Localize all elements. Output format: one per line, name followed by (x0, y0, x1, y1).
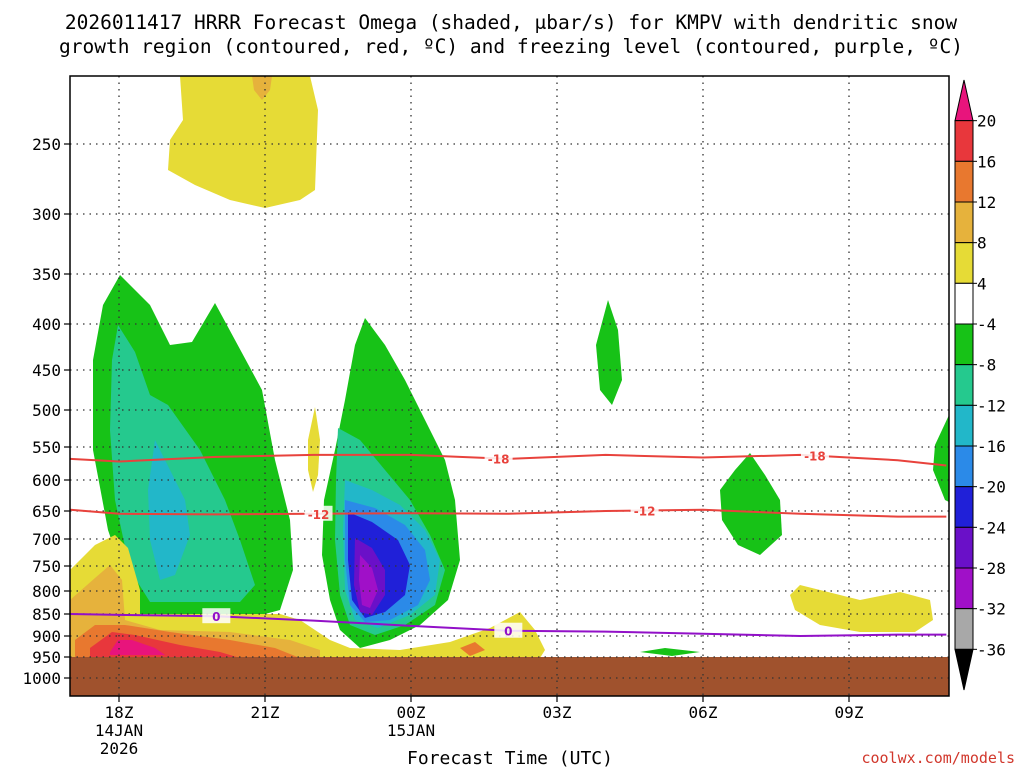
colorbar-swatch (954, 404, 974, 447)
colorbar-label: -20 (977, 478, 1006, 497)
dendritic-minus18-contour-label: -18 (488, 452, 510, 466)
y-tick-label: 300 (32, 205, 61, 224)
colorbar-bottom-arrow (954, 648, 974, 691)
colorbar-label: -12 (977, 396, 1006, 415)
omega-green-04z (596, 300, 622, 405)
y-tick-label: 700 (32, 530, 61, 549)
y-tick-label: 750 (32, 557, 61, 576)
colorbar-swatch (954, 445, 974, 488)
colorbar-swatch (954, 364, 974, 406)
colorbar-swatch (954, 567, 974, 610)
y-tick-label: 1000 (22, 669, 61, 688)
x-tick-label: 09Z (835, 703, 864, 722)
colorbar-swatch (954, 608, 974, 650)
colorbar-swatch (954, 242, 974, 284)
omega-cyan-west (148, 440, 190, 580)
freezing-level-contour-label: 0 (504, 625, 512, 639)
dendritic-minus12-contour-label-bg (304, 505, 333, 521)
dendritic-minus12-contour-label-bg (630, 502, 659, 518)
omega-green-small-ground (640, 648, 700, 656)
y-tick-label: 800 (32, 582, 61, 601)
y-axis-labels: 250 300 350 400 450 500 550 600 650 700 750 800 850 9… (22, 135, 61, 688)
colorbar-swatch (954, 120, 974, 162)
dendritic-minus12-contour-label: -12 (634, 505, 656, 519)
omega-green-07z (720, 453, 782, 555)
colorbar-label: -4 (977, 315, 996, 334)
freezing-level-contour-label: 0 (212, 610, 220, 624)
x-tick-label: 00Z (397, 703, 426, 722)
colorbar-swatch (954, 160, 974, 203)
freezing-level-contour-label-bg (202, 608, 231, 624)
x-tick-label: 18Z (105, 703, 134, 722)
colorbar-label: -8 (977, 356, 996, 375)
colorbar-label: 12 (977, 193, 996, 212)
colorbar-label: 16 (977, 152, 996, 171)
dendritic-minus12-contour-label: -12 (308, 508, 330, 522)
y-tick-label: 950 (32, 648, 61, 667)
colorbar-label: 4 (977, 274, 987, 293)
colorbar-label: -36 (977, 640, 1006, 659)
omega-yellow-east (790, 585, 933, 632)
x-tick-date: 15JAN (387, 721, 435, 740)
omega-magenta-low (110, 640, 165, 655)
plot-border (69, 75, 950, 697)
colorbar-swatch (954, 526, 974, 569)
y-tick-label: 850 (32, 605, 61, 624)
colorbar-label: -32 (977, 600, 1006, 619)
omega-orange-upper (252, 76, 272, 100)
omega-yellow-upper (168, 76, 318, 208)
y-tick-label: 450 (32, 361, 61, 380)
chart-title-line-2: growth region (contoured, red, ºC) and f… (59, 35, 963, 58)
x-tick-label: 06Z (689, 703, 718, 722)
y-tick-label: 400 (32, 315, 61, 334)
omega-yellow-low (70, 535, 545, 658)
colorbar-swatch (954, 201, 974, 244)
omega-teal-west (110, 325, 255, 602)
colorbar-label: 8 (977, 234, 987, 253)
x-axis-title: Forecast Time (UTC) (407, 748, 613, 768)
dendritic-minus18-contour-label-bg (484, 450, 513, 466)
omega-orange-small (460, 642, 485, 656)
colorbar-label: -24 (977, 518, 1006, 537)
x-gridlines (118, 76, 850, 702)
credit-text: coolwx.com/models (861, 749, 1015, 767)
x-tick-label: 03Z (543, 703, 572, 722)
omega-yellow-thin (308, 407, 320, 492)
colorbar-swatch (954, 282, 974, 325)
chart-title-line-1: 2026011417 HRRR Forecast Omega (shaded, … (65, 11, 957, 34)
x-tick-year: 2026 (100, 739, 139, 758)
y-tick-label: 500 (32, 401, 61, 420)
omega-green-east (933, 415, 949, 502)
y-tick-label: 350 (32, 265, 61, 284)
dendritic-minus18-contour-label-bg (800, 447, 829, 463)
y-tick-label: 650 (32, 502, 61, 521)
colorbar-top-arrow (954, 79, 974, 122)
colorbar-swatch (954, 323, 974, 366)
freezing-level-contour-label-bg (494, 622, 523, 638)
dendritic-minus12-contour-line (70, 508, 947, 518)
y-tick-label: 600 (32, 471, 61, 490)
y-tick-label: 900 (32, 627, 61, 646)
ground-surface (70, 657, 949, 696)
colorbar: 20 16 12 8 4 -4 -8 -12 -16 -20 -24 -28 -32 -36 (954, 79, 1006, 691)
temperature-contours: -18 -18 -12 -12 0 0 (70, 447, 947, 639)
colorbar-swatch (954, 486, 974, 528)
colorbar-label: 20 (977, 112, 996, 131)
x-tick-date: 14JAN (95, 721, 143, 740)
x-tick-label: 21Z (251, 703, 280, 722)
y-tick-label: 550 (32, 438, 61, 457)
colorbar-label: -28 (977, 559, 1006, 578)
dendritic-minus18-contour-label: -18 (804, 450, 826, 464)
y-gridlines (64, 143, 949, 679)
y-tick-label: 250 (32, 135, 61, 154)
omega-purple-central (359, 555, 378, 608)
colorbar-label: -16 (977, 437, 1006, 456)
